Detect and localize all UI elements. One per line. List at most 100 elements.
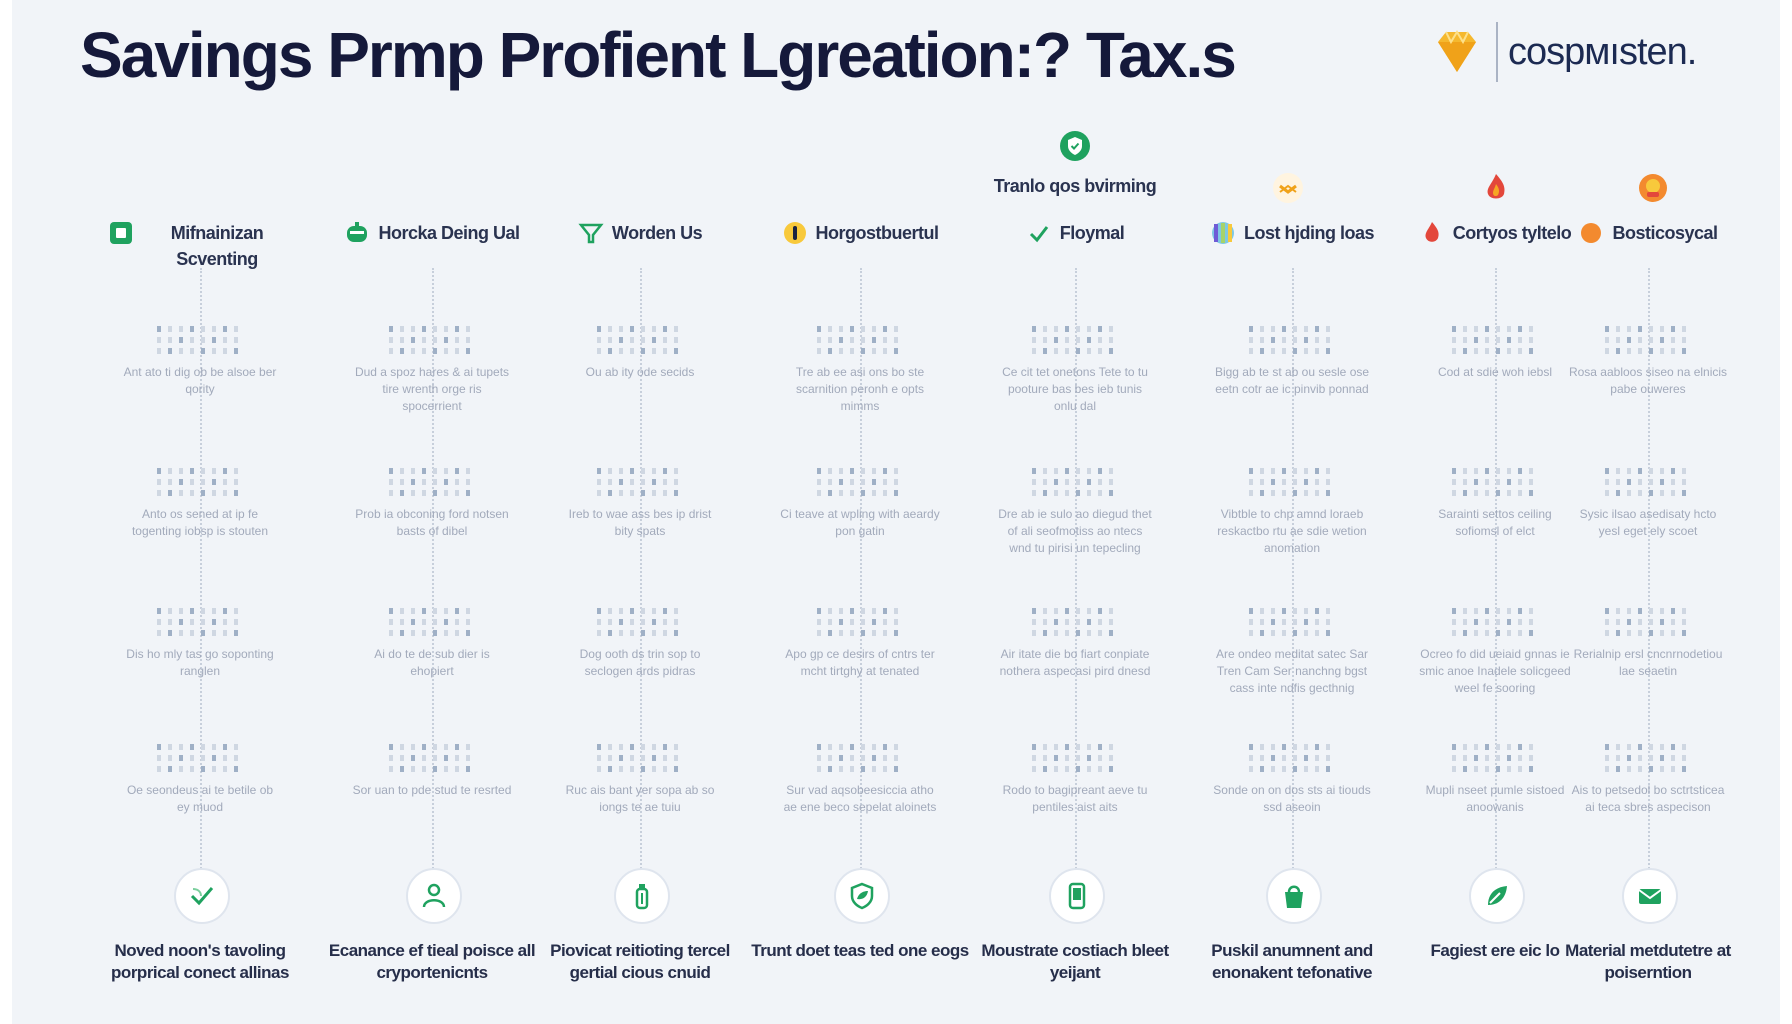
mini-chart-glyph xyxy=(817,468,898,496)
robot-icon xyxy=(347,222,368,242)
check-icon xyxy=(1029,226,1048,243)
step-text: Dis ho mly tas go soponting ranglen xyxy=(126,647,274,678)
column-heading-label: Lost hjding loas xyxy=(1244,223,1375,243)
step-text: Tre ab ee asi ons bo ste scarnition pero… xyxy=(795,365,925,413)
step-text: Rerialnip ersl cncnrnodetiou lae seaetin xyxy=(1573,647,1723,678)
mini-chart-glyph xyxy=(1032,326,1113,354)
step-text: Ireb to wae ass bes ip drist bity spats xyxy=(568,507,712,538)
column-heading: Floymal xyxy=(975,220,1175,246)
column-result-badge xyxy=(834,868,890,924)
column-heading: Cortyos tyltelo xyxy=(1395,220,1595,246)
mini-chart-glyph xyxy=(157,326,238,354)
step-text: Rodo to bagipreant aeve tu pentiles aist… xyxy=(1002,783,1148,814)
bulb-icon xyxy=(783,222,806,244)
column-heading-label: Floymal xyxy=(1059,223,1125,243)
mini-chart-glyph xyxy=(389,744,470,772)
column-heading: Worden Us xyxy=(540,220,740,246)
timeline-column: Mifnainizan Scventing Ant ato ti dig ob b… xyxy=(100,0,300,1024)
mail-icon xyxy=(1638,889,1662,904)
column-result-badge xyxy=(406,868,462,924)
step-text: Ant ato ti dig ob be alsoe ber qority xyxy=(123,365,277,396)
dotted-connector xyxy=(860,268,862,876)
step-text: Sonde on on dos sts ai tiouds ssd aseoin xyxy=(1213,783,1371,814)
column-heading: Lost hjding loas xyxy=(1192,220,1392,246)
mini-chart-glyph xyxy=(817,326,898,354)
column-result-badge xyxy=(1469,868,1525,924)
phone-icon xyxy=(1068,882,1086,910)
step-block: Ce cit tet onetons Tete to tu pooture ba… xyxy=(975,322,1175,415)
page-title: Savings Prmp Profient Lgreation:? Tax.s xyxy=(80,19,1237,91)
fire-icon xyxy=(1425,222,1439,242)
step-block: Ais to petsedol bo sctrtsticea ai teca s… xyxy=(1548,740,1748,816)
column-footer: Ecanance ef tieal poisce all cryportenic… xyxy=(328,941,536,982)
bottle-icon xyxy=(635,884,649,910)
step-block: Dog ooth ds trin sop to seclogen ards pi… xyxy=(540,604,740,680)
column-result-badge xyxy=(614,868,670,924)
step-block: Ant ato ti dig ob be alsoe ber qority xyxy=(100,322,300,398)
column-heading-label: Mifnainizan Scventing xyxy=(170,223,264,269)
column-heading-label: Bosticosycal xyxy=(1612,223,1718,243)
step-block: Vibtble to chp amnd loraeb reskactbo rtu… xyxy=(1192,464,1392,557)
step-block: Sarainti settos ceiling sofiomsl of elct xyxy=(1395,464,1595,540)
fire-small-icon xyxy=(1487,174,1505,199)
column-result-badge xyxy=(1266,868,1322,924)
step-text: Ce cit tet onetons Tete to tu pooture ba… xyxy=(1002,365,1148,413)
column-heading: Mifnainizan Scventing xyxy=(100,220,300,272)
column-result-badge xyxy=(1622,868,1678,924)
step-block: Cod at sdie woh iebsl xyxy=(1395,322,1595,381)
dotted-connector xyxy=(1495,268,1497,876)
step-text: Cod at sdie woh iebsl xyxy=(1437,365,1553,379)
leaf-icon xyxy=(1488,886,1507,905)
step-text: Sor uan to pde stud te resrted xyxy=(352,783,512,797)
step-block: Rodo to bagipreant aeve tu pentiles aist… xyxy=(975,740,1175,816)
timeline-column: Cortyos tyltelo Cod at sdie woh iebsl Sara… xyxy=(1395,0,1595,1024)
timeline-column: Worden Us Ou ab ity ode secids Ireb to wae… xyxy=(540,0,740,1024)
step-text: Ais to petsedol bo sctrtsticea ai teca s… xyxy=(1571,783,1725,814)
column-footer: Fagiest ere eic lo xyxy=(1430,941,1560,960)
mini-chart-glyph xyxy=(597,608,678,636)
step-text: Ci teave at wpling with aeardy pon gatin xyxy=(780,507,940,538)
mini-chart-glyph xyxy=(817,608,898,636)
mini-chart-glyph xyxy=(157,744,238,772)
column-footer: Noved noon's tavoling porprical conect a… xyxy=(111,941,289,982)
step-text: Sarainti settos ceiling sofiomsl of elct xyxy=(1438,507,1552,538)
step-text: Sysic ilsao asedisaty hcto yesl eget ely… xyxy=(1579,507,1717,538)
step-text: Prob ia obconing ford notsen basts of di… xyxy=(355,507,509,538)
step-text: Dog ooth ds trin sop to seclogen ards pi… xyxy=(579,647,701,678)
column-heading-label: Worden Us xyxy=(611,223,703,243)
badge-small-icon xyxy=(1639,174,1667,202)
column-result-badge xyxy=(174,868,230,924)
floating-label: Tranlo qos bvirming xyxy=(975,130,1175,197)
mini-chart-glyph xyxy=(1605,744,1686,772)
step-text: Vibtble to chp amnd loraeb reskactbo rtu… xyxy=(1217,507,1367,555)
step-block: Air itate die bo fiart conpiate nothera … xyxy=(975,604,1175,680)
mini-chart-glyph xyxy=(1032,608,1113,636)
column-heading: Horcka Deing Ual xyxy=(332,220,532,246)
mini-chart-glyph xyxy=(1452,608,1533,636)
floating-label-text: Tranlo qos bvirming xyxy=(993,176,1157,196)
step-block: Sonde on on dos sts ai tiouds ssd aseoin xyxy=(1192,740,1392,816)
column-footer: Trunt doet teas ted one eogs xyxy=(751,941,969,960)
mini-chart-glyph xyxy=(597,744,678,772)
step-text: Sur vad aqsobeesiccia atho ae ene beco s… xyxy=(783,783,937,814)
step-text: Ruc ais bant yer sopa ab so iongs te ae … xyxy=(565,783,715,814)
column-heading: Horgostbuertul xyxy=(760,220,960,246)
step-text: Dre ab ie sulo ao diegud thet of ali seo… xyxy=(998,507,1152,555)
mini-chart-glyph xyxy=(389,468,470,496)
mini-chart-glyph xyxy=(1249,744,1330,772)
step-block: Dis ho mly tas go soponting ranglen xyxy=(100,604,300,680)
mini-chart-glyph xyxy=(1032,744,1113,772)
step-block: Rerialnip ersl cncnrnodetiou lae seaetin xyxy=(1548,604,1748,680)
mini-chart-glyph xyxy=(1605,326,1686,354)
step-text: Anto os sened at ip fe togenting iobsp i… xyxy=(131,507,269,538)
lightbulb-small-icon xyxy=(1273,173,1303,203)
bag-icon xyxy=(1285,885,1303,908)
step-text: Ou ab ity ode secids xyxy=(585,365,695,379)
funnel-icon xyxy=(578,223,604,244)
step-block: Oe seondeus ai te betile ob ey muod xyxy=(100,740,300,816)
dotted-connector xyxy=(1075,268,1077,876)
mini-chart-glyph xyxy=(597,326,678,354)
step-text: Rosa aabloos siseo na elnicis pabe ouwer… xyxy=(1568,365,1728,396)
column-footer: Piovicat reitioting tercel gertial cious… xyxy=(550,941,730,982)
step-block: Sor uan to pde stud te resrted xyxy=(332,740,532,799)
